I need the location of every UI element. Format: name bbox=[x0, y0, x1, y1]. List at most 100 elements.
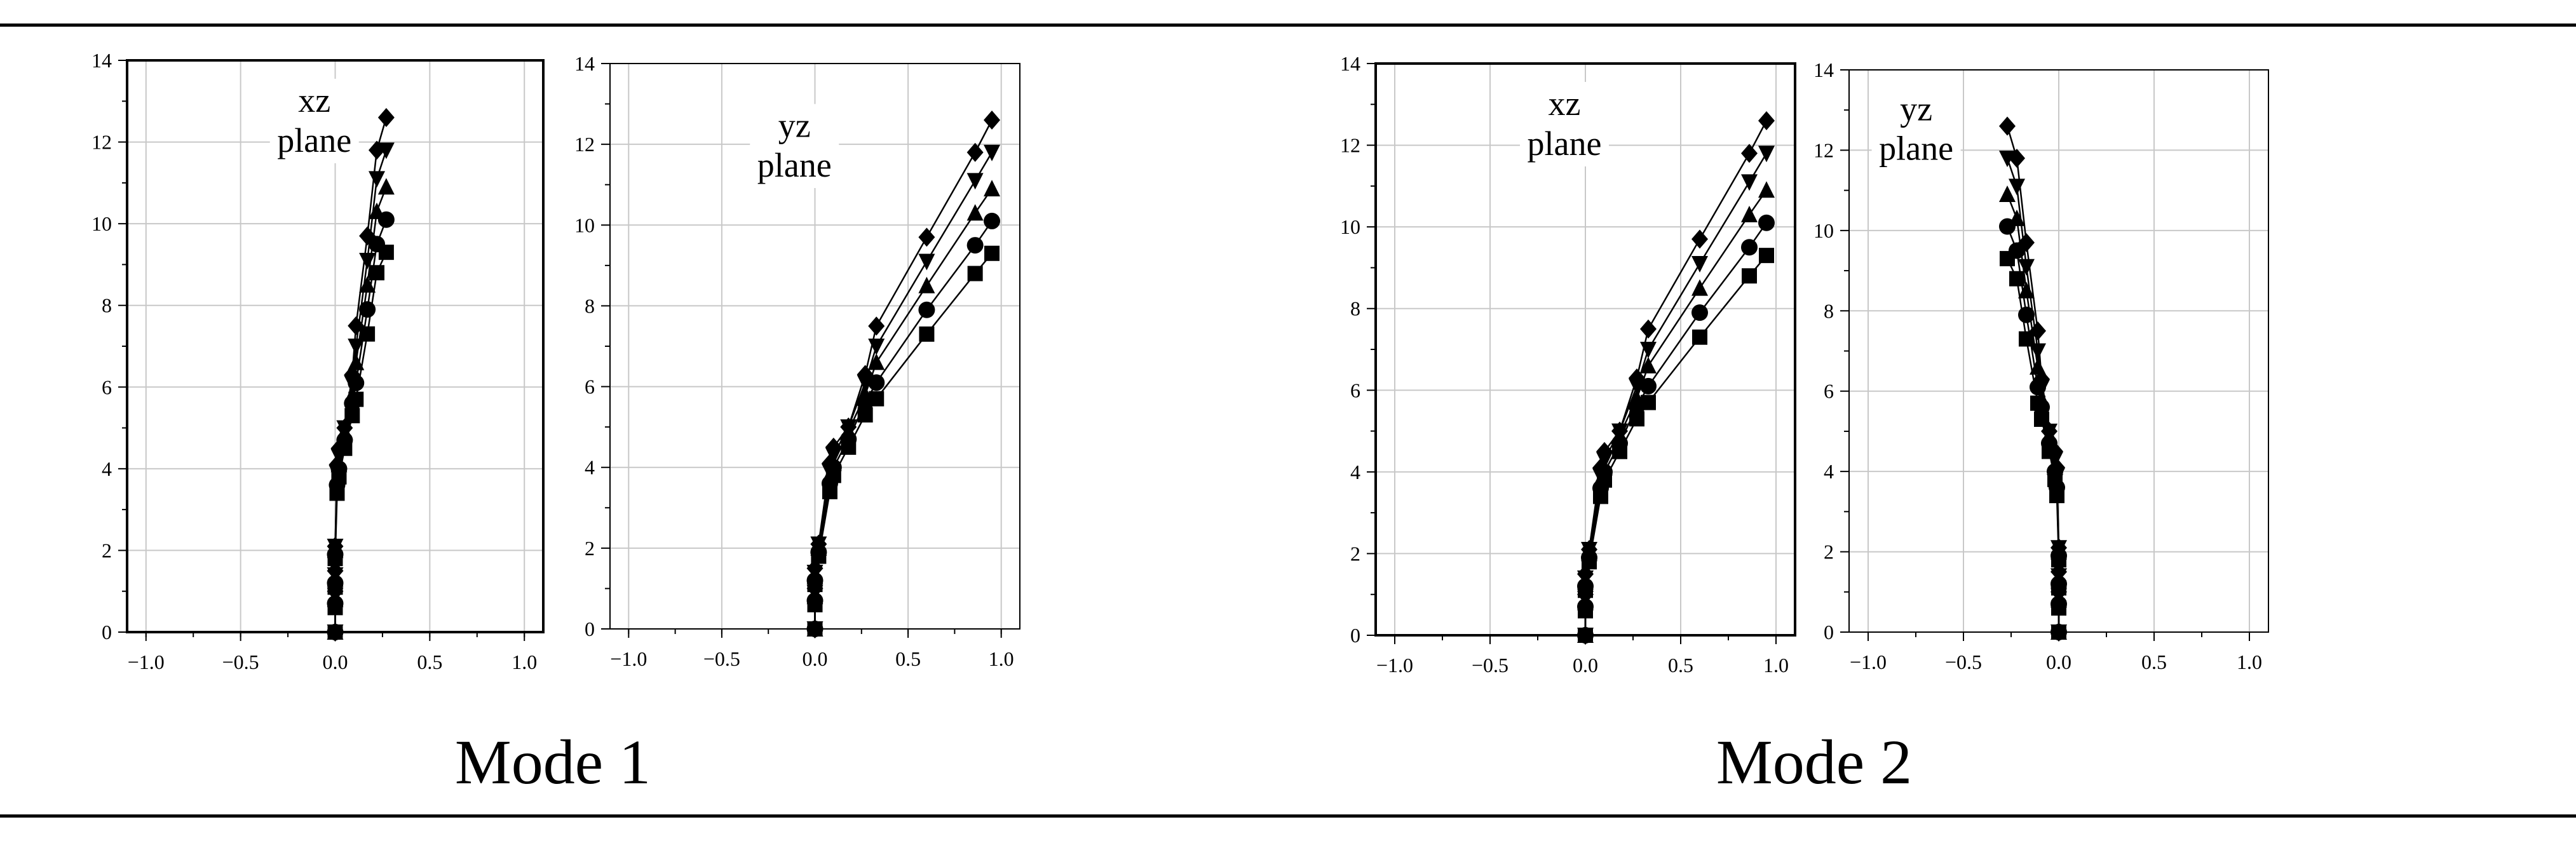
mode1-xz-annotation-box bbox=[269, 79, 359, 163]
mode2-xz-ytick-label: 0 bbox=[1350, 624, 1360, 647]
mode1-yz-point-circle bbox=[868, 374, 885, 391]
mode2-xz-ytick-label: 4 bbox=[1350, 461, 1360, 483]
mode-1-caption: Mode 1 bbox=[454, 727, 651, 797]
mode2-xz-point-diamond bbox=[1581, 540, 1597, 559]
mode2-yz-annotation-box bbox=[1871, 87, 1961, 172]
mode1-yz-point-circle bbox=[966, 237, 984, 254]
mode1-xz-point-diamond bbox=[348, 316, 365, 335]
mode1-yz-ytick-label: 2 bbox=[585, 537, 595, 560]
mode2-yz-point-triangle-down bbox=[2009, 179, 2025, 196]
mode2-xz-point-square bbox=[1759, 248, 1774, 264]
mode2-xz-ytick-label: 10 bbox=[1340, 215, 1360, 238]
mode2-yz-ytick-label: 10 bbox=[1813, 219, 1834, 242]
mode1-yz-ytick-label: 0 bbox=[585, 617, 595, 640]
mode2-xz-annotation-label: xz bbox=[1549, 84, 1581, 123]
mode1-xz-ytick-label: 8 bbox=[102, 294, 112, 317]
mode1-xz-annotation-label: xz bbox=[298, 81, 330, 119]
mode2-xz-annotation-label: plane bbox=[1528, 125, 1602, 163]
mode2-xz-series-line-triangle-down bbox=[1584, 152, 1768, 635]
mode2-xz-xtick-label: −1.0 bbox=[1376, 654, 1413, 677]
mode1-xz-xtick-label: 1.0 bbox=[512, 651, 537, 673]
mode1-yz-point-circle bbox=[984, 212, 1001, 229]
mode1-yz-ytick-label: 14 bbox=[574, 52, 595, 75]
mode1-xz-ytick-label: 0 bbox=[102, 621, 112, 644]
mode2-xz-point-diamond bbox=[1592, 458, 1609, 478]
mode1-yz-xtick-label: 0.0 bbox=[803, 647, 828, 670]
mode1-xz-point-diamond bbox=[327, 561, 344, 581]
mode2-yz-point-diamond bbox=[2009, 149, 2025, 168]
mode2-yz-point-diamond bbox=[2051, 538, 2067, 558]
mode1-yz-ytick-label: 8 bbox=[585, 294, 595, 317]
mode1-yz-point-triangle-up bbox=[857, 386, 874, 403]
mode1-yz-point-diamond bbox=[825, 437, 842, 457]
mode2-yz-point-diamond bbox=[2051, 623, 2067, 642]
mode1-xz-point-diamond bbox=[359, 226, 376, 246]
mode1-xz-point-diamond bbox=[327, 623, 344, 642]
mode1-xz-point-triangle-down bbox=[377, 142, 395, 159]
mode2-xz-series-line-circle bbox=[1584, 222, 1768, 635]
mode2-yz-point-diamond bbox=[2051, 562, 2067, 582]
mode1-yz-point-square bbox=[984, 245, 1000, 261]
mode1-yz-point-diamond bbox=[918, 227, 935, 247]
mode1-yz-ytick-label: 6 bbox=[585, 375, 595, 398]
mode1-xz-point-diamond bbox=[377, 108, 395, 127]
mode2-xz-point-triangle-up bbox=[1691, 279, 1708, 296]
mode1-yz-series-line-triangle-down bbox=[814, 152, 993, 629]
mode1-yz-annotation-label: yz bbox=[778, 107, 811, 145]
mode1-yz-ytick-label: 12 bbox=[574, 133, 595, 156]
mode1-yz-point-triangle-down bbox=[918, 253, 935, 271]
mode1-yz-point-triangle-up bbox=[966, 204, 984, 221]
mode2-xz-xtick-label: −0.5 bbox=[1472, 654, 1508, 677]
mode2-xz-xtick-label: 0.0 bbox=[1573, 654, 1598, 677]
mode2-yz-xtick-label: −0.5 bbox=[1945, 651, 1982, 673]
mode2-xz-point-square bbox=[1742, 268, 1757, 284]
mode1-xz-ytick-label: 14 bbox=[92, 49, 112, 72]
mode2-xz-point-diamond bbox=[1741, 144, 1758, 163]
mode2-xz-point-triangle-down bbox=[1691, 256, 1708, 273]
mode2-xz-ytick-label: 2 bbox=[1350, 542, 1360, 565]
mode2-xz-point-triangle-down bbox=[1741, 174, 1758, 191]
mode1-yz-ytick-label: 10 bbox=[574, 213, 595, 236]
mode2-xz-point-triangle-up bbox=[1640, 356, 1657, 374]
mode2-xz-point-triangle-up bbox=[1741, 205, 1758, 222]
mode2-yz-xtick-label: 0.0 bbox=[2046, 651, 2071, 673]
mode2-yz-point-diamond bbox=[2047, 442, 2063, 461]
mode2-xz-point-diamond bbox=[1577, 564, 1594, 584]
mode2-xz-point-diamond bbox=[1611, 421, 1628, 441]
mode2-xz-point-triangle-up bbox=[1758, 181, 1775, 198]
mode1-yz-annotation-box bbox=[750, 104, 839, 188]
mode1-yz-point-diamond bbox=[840, 417, 857, 437]
mode2-yz-point-diamond bbox=[2041, 421, 2057, 441]
mode2-yz-point-triangle-down bbox=[1999, 151, 2016, 168]
mode2-xz-point-diamond bbox=[1577, 584, 1594, 604]
mode1-xz-point-diamond bbox=[327, 581, 344, 601]
mode2-yz-point-triangle-down bbox=[2018, 259, 2035, 276]
mode1-xz-point-diamond bbox=[344, 365, 361, 384]
mode1-yz-annotation-label: plane bbox=[757, 146, 832, 184]
mode2-yz-point-diamond bbox=[2051, 582, 2067, 602]
mode2-xz-point-triangle-up bbox=[1629, 389, 1645, 407]
mode2-xz-point-diamond bbox=[1691, 229, 1708, 249]
mode1-yz-point-triangle-down bbox=[966, 173, 984, 190]
mode1-xz-point-triangle-down bbox=[369, 171, 385, 188]
mode1-xz-point-diamond bbox=[329, 455, 346, 475]
mode1-yz-xtick-label: 1.0 bbox=[989, 647, 1014, 670]
mode2-yz-xtick-label: 1.0 bbox=[2237, 651, 2262, 673]
mode1-yz-point-diamond bbox=[806, 558, 824, 578]
mode2-xz-ytick-label: 12 bbox=[1340, 134, 1360, 157]
mode1-yz-point-square bbox=[919, 326, 935, 342]
mode2-xz-point-square bbox=[1692, 329, 1707, 345]
mode2-xz-point-circle bbox=[1758, 214, 1775, 231]
mode2-xz-series-line-triangle-up bbox=[1584, 189, 1768, 635]
mode1-xz-xtick-label: −1.0 bbox=[128, 651, 165, 673]
mode1-yz-point-diamond bbox=[966, 142, 984, 162]
mode1-yz-xtick-label: −1.0 bbox=[610, 647, 647, 670]
mode1-xz-point-triangle-down bbox=[359, 253, 376, 269]
mode1-yz-point-triangle-up bbox=[868, 353, 885, 370]
mode1-yz-point-square bbox=[967, 266, 983, 281]
mode1-yz-point-diamond bbox=[857, 365, 874, 384]
mode2-xz-annotation-box bbox=[1520, 82, 1609, 166]
mode1-yz-point-diamond bbox=[806, 579, 824, 598]
